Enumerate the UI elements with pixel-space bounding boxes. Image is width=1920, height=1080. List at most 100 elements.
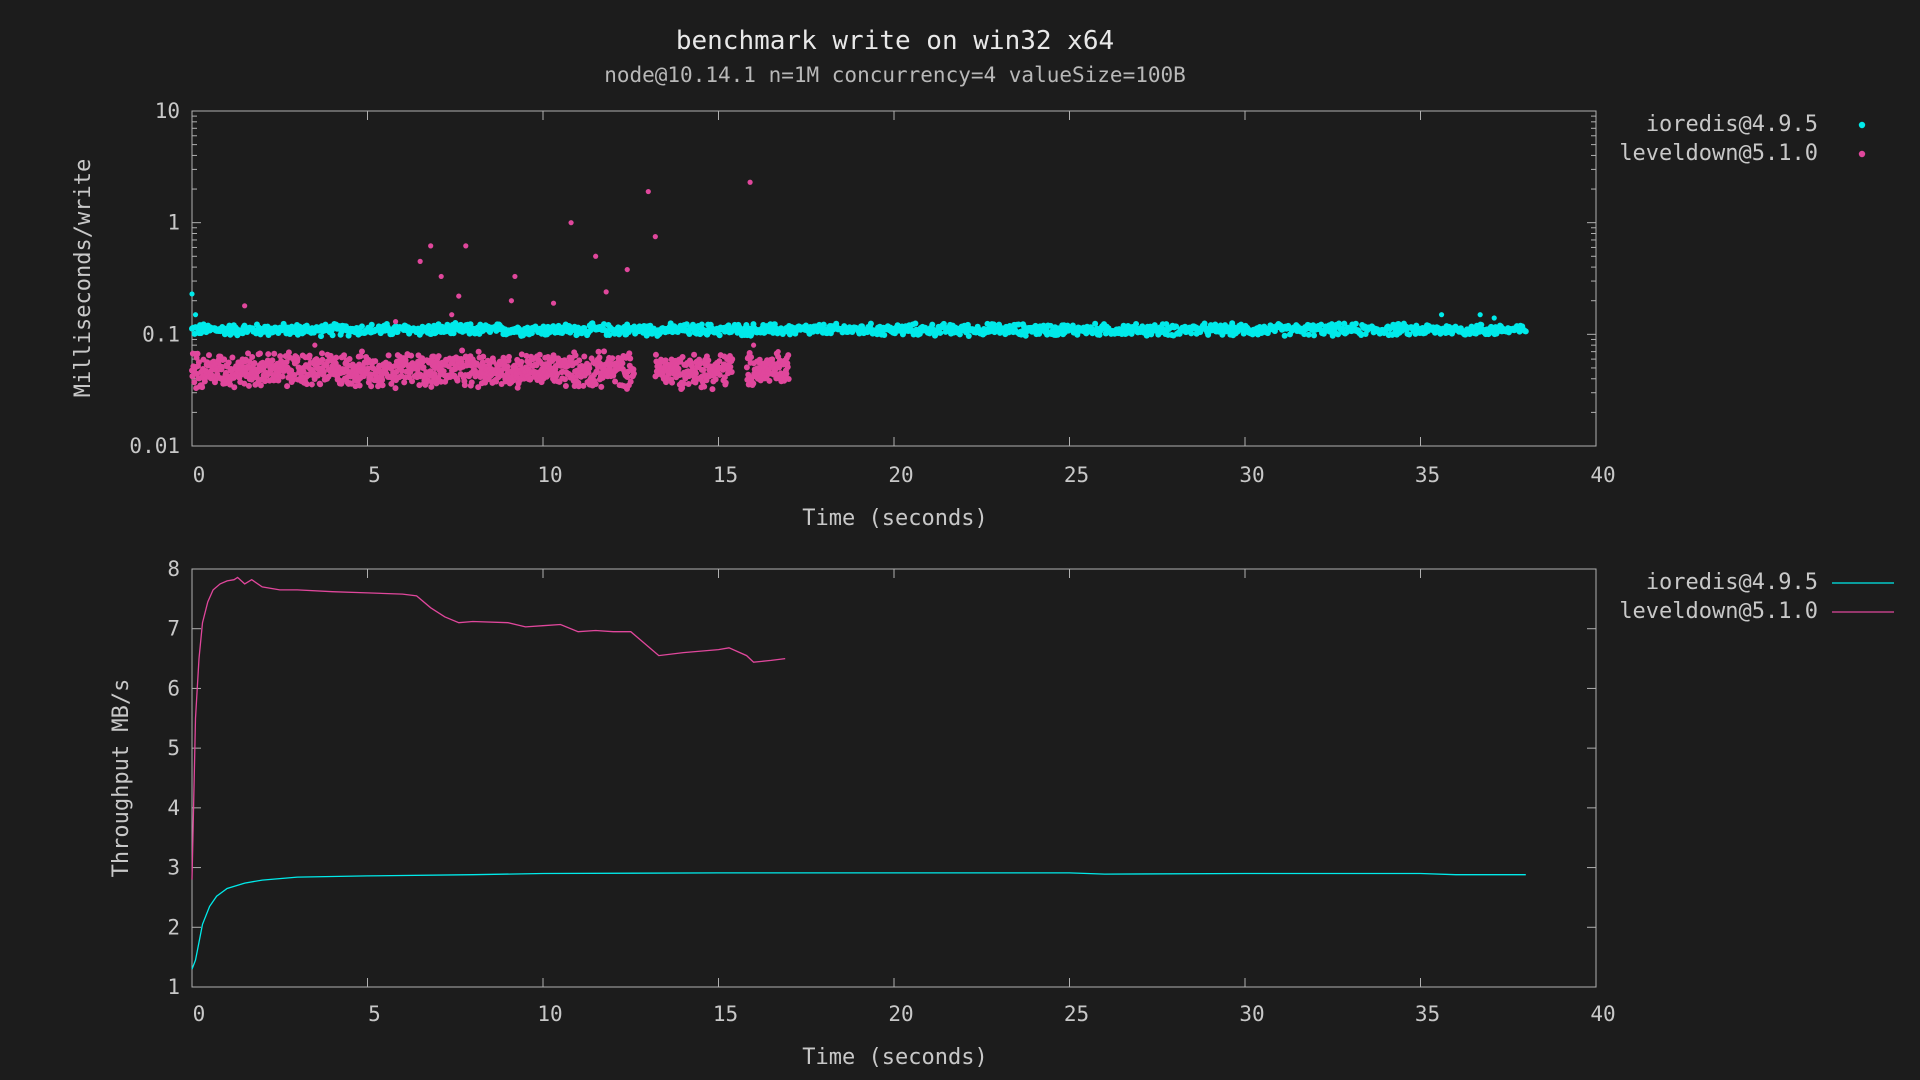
latency-point (435, 353, 442, 360)
latency-point (262, 378, 269, 385)
latency-point (333, 354, 340, 361)
latency-point (691, 351, 698, 358)
latency-point (785, 352, 792, 359)
latency-point (318, 350, 325, 357)
latency-point (785, 376, 792, 383)
latency-x-tick-label: 10 (537, 463, 562, 487)
latency-point (189, 350, 196, 357)
latency-point (264, 357, 271, 364)
latency-x-tick-label: 0 (193, 463, 206, 487)
latency-point (454, 377, 461, 384)
latency-point (679, 354, 686, 361)
latency-point (320, 368, 327, 375)
latency-outlier-point (189, 291, 195, 297)
latency-point (245, 382, 252, 389)
latency-point (716, 332, 723, 339)
latency-x-tick-label: 15 (713, 463, 738, 487)
latency-point (729, 356, 736, 363)
latency-point (357, 353, 364, 360)
latency-point (705, 357, 712, 364)
latency-point (231, 384, 238, 391)
latency-point (576, 357, 583, 364)
throughput-y-tick-label: 2 (167, 915, 180, 939)
latency-point (306, 352, 313, 359)
latency-point (701, 383, 708, 390)
latency-outlier-point (751, 342, 757, 348)
latency-outlier-point (242, 303, 248, 309)
latency-point (269, 357, 276, 364)
latency-point (372, 358, 379, 365)
throughput-x-tick-label: 35 (1415, 1002, 1440, 1026)
latency-outlier-point (417, 258, 423, 264)
latency-series-ioredis (189, 291, 1529, 340)
latency-point (195, 359, 202, 366)
latency-point (475, 384, 482, 391)
latency-point (279, 373, 286, 380)
latency-x-axis-label: Time (seconds) (802, 506, 987, 531)
latency-point (317, 381, 324, 388)
latency-point (1395, 321, 1402, 328)
latency-point (1335, 331, 1342, 338)
latency-y-tick-label: 0.1 (142, 322, 180, 346)
chart-subtitle: node@10.14.1 n=1M concurrency=4 valueSiz… (604, 63, 1186, 87)
latency-point (581, 353, 588, 360)
latency-x-tick-label: 35 (1415, 463, 1440, 487)
latency-point (1352, 320, 1359, 327)
latency-point (505, 353, 512, 360)
latency-point (606, 331, 613, 338)
latency-point (303, 381, 310, 388)
latency-point (518, 351, 525, 358)
latency-outlier-point (603, 289, 609, 295)
latency-point (271, 350, 278, 357)
latency-point (221, 356, 228, 363)
latency-point (356, 382, 363, 389)
latency-point (265, 351, 272, 358)
latency-point (414, 366, 421, 373)
latency-point (194, 350, 201, 357)
latency-point (585, 369, 592, 376)
latency-point (288, 367, 295, 374)
latency-point (669, 379, 676, 386)
latency-point (937, 329, 944, 336)
latency-point (1311, 332, 1318, 339)
latency-point (257, 382, 264, 389)
latency-point (722, 379, 729, 386)
latency-point (692, 370, 699, 377)
latency-point (241, 380, 248, 387)
latency-outlier-point (463, 243, 469, 249)
throughput-x-ticks: 0 5 10 15 20 25 30 35 40 (191, 569, 1616, 1026)
latency-point (368, 321, 375, 328)
chart-title: benchmark write on win32 x64 (676, 26, 1114, 56)
latency-point (249, 354, 256, 361)
throughput-legend-leveldown-label: leveldown@5.1.0 (1619, 599, 1818, 624)
latency-point (609, 355, 616, 362)
latency-point (784, 364, 791, 371)
latency-point (716, 358, 723, 365)
latency-outlier-point (1438, 312, 1445, 318)
latency-point (475, 348, 482, 355)
latency-outlier-point (747, 179, 753, 185)
latency-point (398, 367, 405, 374)
latency-point (612, 378, 619, 385)
latency-y-ticks: 0.01 0.1 1 10 (129, 99, 1596, 458)
latency-point (575, 383, 582, 390)
latency-point (580, 382, 587, 389)
throughput-plot-frame (191, 568, 1597, 988)
latency-x-tick-label: 20 (888, 463, 913, 487)
latency-point (956, 331, 963, 338)
latency-point (1358, 331, 1365, 338)
latency-point (199, 384, 206, 391)
latency-point (370, 365, 377, 372)
latency-point (680, 380, 687, 387)
latency-point (225, 359, 232, 366)
latency-legend-ioredis-label: ioredis@4.9.5 (1646, 112, 1818, 137)
throughput-x-axis-label: Time (seconds) (802, 1045, 987, 1070)
latency-point (277, 353, 284, 360)
latency-point (562, 382, 569, 389)
latency-point (594, 368, 601, 375)
latency-point (379, 376, 386, 383)
latency-outlier-point (508, 298, 515, 304)
throughput-y-tick-label: 1 (167, 975, 180, 999)
latency-x-tick-label: 25 (1064, 463, 1089, 487)
